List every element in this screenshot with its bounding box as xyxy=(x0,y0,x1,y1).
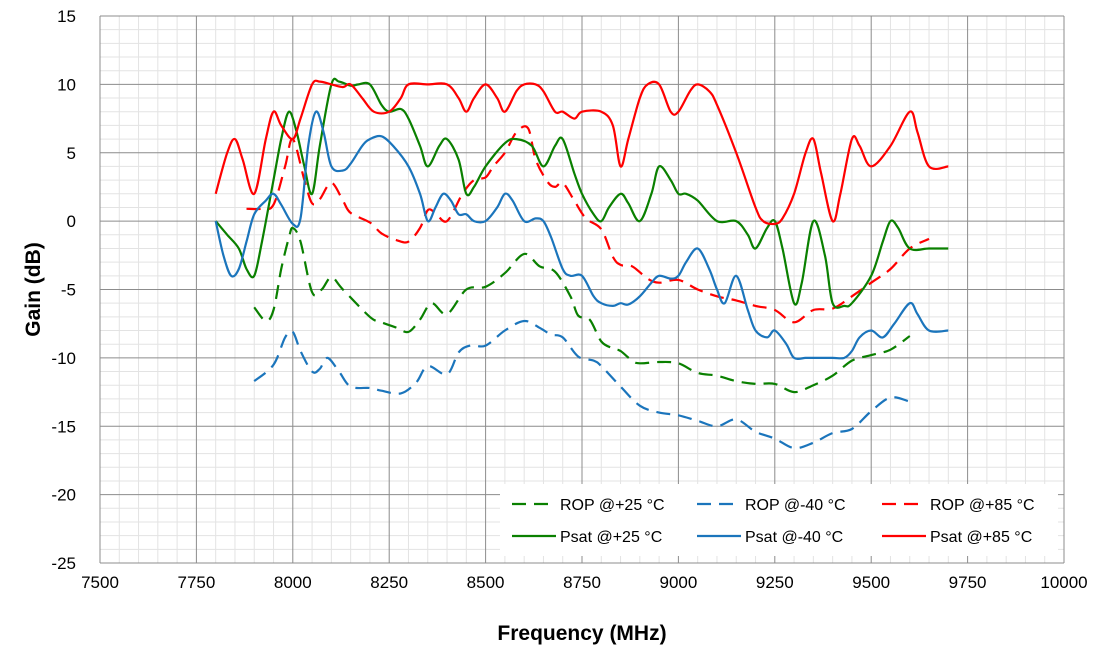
y-tick-label: 15 xyxy=(57,7,76,26)
legend-label-2: ROP @+85 °C xyxy=(930,497,1035,514)
x-tick-label: 8750 xyxy=(563,573,601,592)
x-tick-label: 8000 xyxy=(274,573,312,592)
series-line-0 xyxy=(253,226,911,394)
y-tick-label: -10 xyxy=(51,349,76,368)
y-tick-label: -5 xyxy=(61,281,76,300)
series-line-3 xyxy=(214,77,949,309)
legend: ROP @+25 °C ROP @-40 °C ROP @+85 °C Psat @+… xyxy=(500,484,1058,556)
x-tick-label: 7750 xyxy=(177,573,215,592)
legend-label-0: ROP @+25 °C xyxy=(560,497,665,514)
x-tick-label: 8250 xyxy=(370,573,408,592)
x-tick-label: 8500 xyxy=(467,573,505,592)
series-line-1 xyxy=(253,319,911,450)
y-tick-labels: -25 -20 -15 -10 -5 0 5 10 15 xyxy=(51,7,76,573)
y-tick-label: -25 xyxy=(51,554,76,573)
x-axis-title: Frequency (MHz) xyxy=(497,622,666,645)
y-tick-label: 0 xyxy=(67,212,76,231)
x-tick-label: 9750 xyxy=(949,573,987,592)
series-line-5 xyxy=(214,79,949,226)
series-line-4 xyxy=(214,110,949,361)
y-tick-label: -20 xyxy=(51,486,76,505)
legend-label-5: Psat @+85 °C xyxy=(930,529,1032,546)
x-tick-label: 9500 xyxy=(852,573,890,592)
y-tick-label: -15 xyxy=(51,417,76,436)
y-tick-label: 5 xyxy=(67,144,76,163)
x-tick-label: 7500 xyxy=(81,573,119,592)
legend-items: ROP @+25 °C ROP @-40 °C ROP @+85 °C Psat @+… xyxy=(512,497,1035,546)
x-tick-label: 9250 xyxy=(756,573,794,592)
legend-label-1: ROP @-40 °C xyxy=(745,497,846,514)
y-axis-title: Gain (dB) xyxy=(22,242,45,337)
y-tick-label: 10 xyxy=(57,75,76,94)
legend-label-4: Psat @-40 °C xyxy=(745,529,843,546)
x-tick-label: 9000 xyxy=(659,573,697,592)
legend-label-3: Psat @+25 °C xyxy=(560,529,662,546)
series-line-2 xyxy=(246,125,930,324)
series-layer xyxy=(214,77,949,450)
legend-box xyxy=(500,484,1058,556)
x-tick-label: 10000 xyxy=(1040,573,1087,592)
x-tick-labels: 7500 7750 8000 8250 8500 8750 9000 9250 9500 9750… xyxy=(81,573,1088,592)
